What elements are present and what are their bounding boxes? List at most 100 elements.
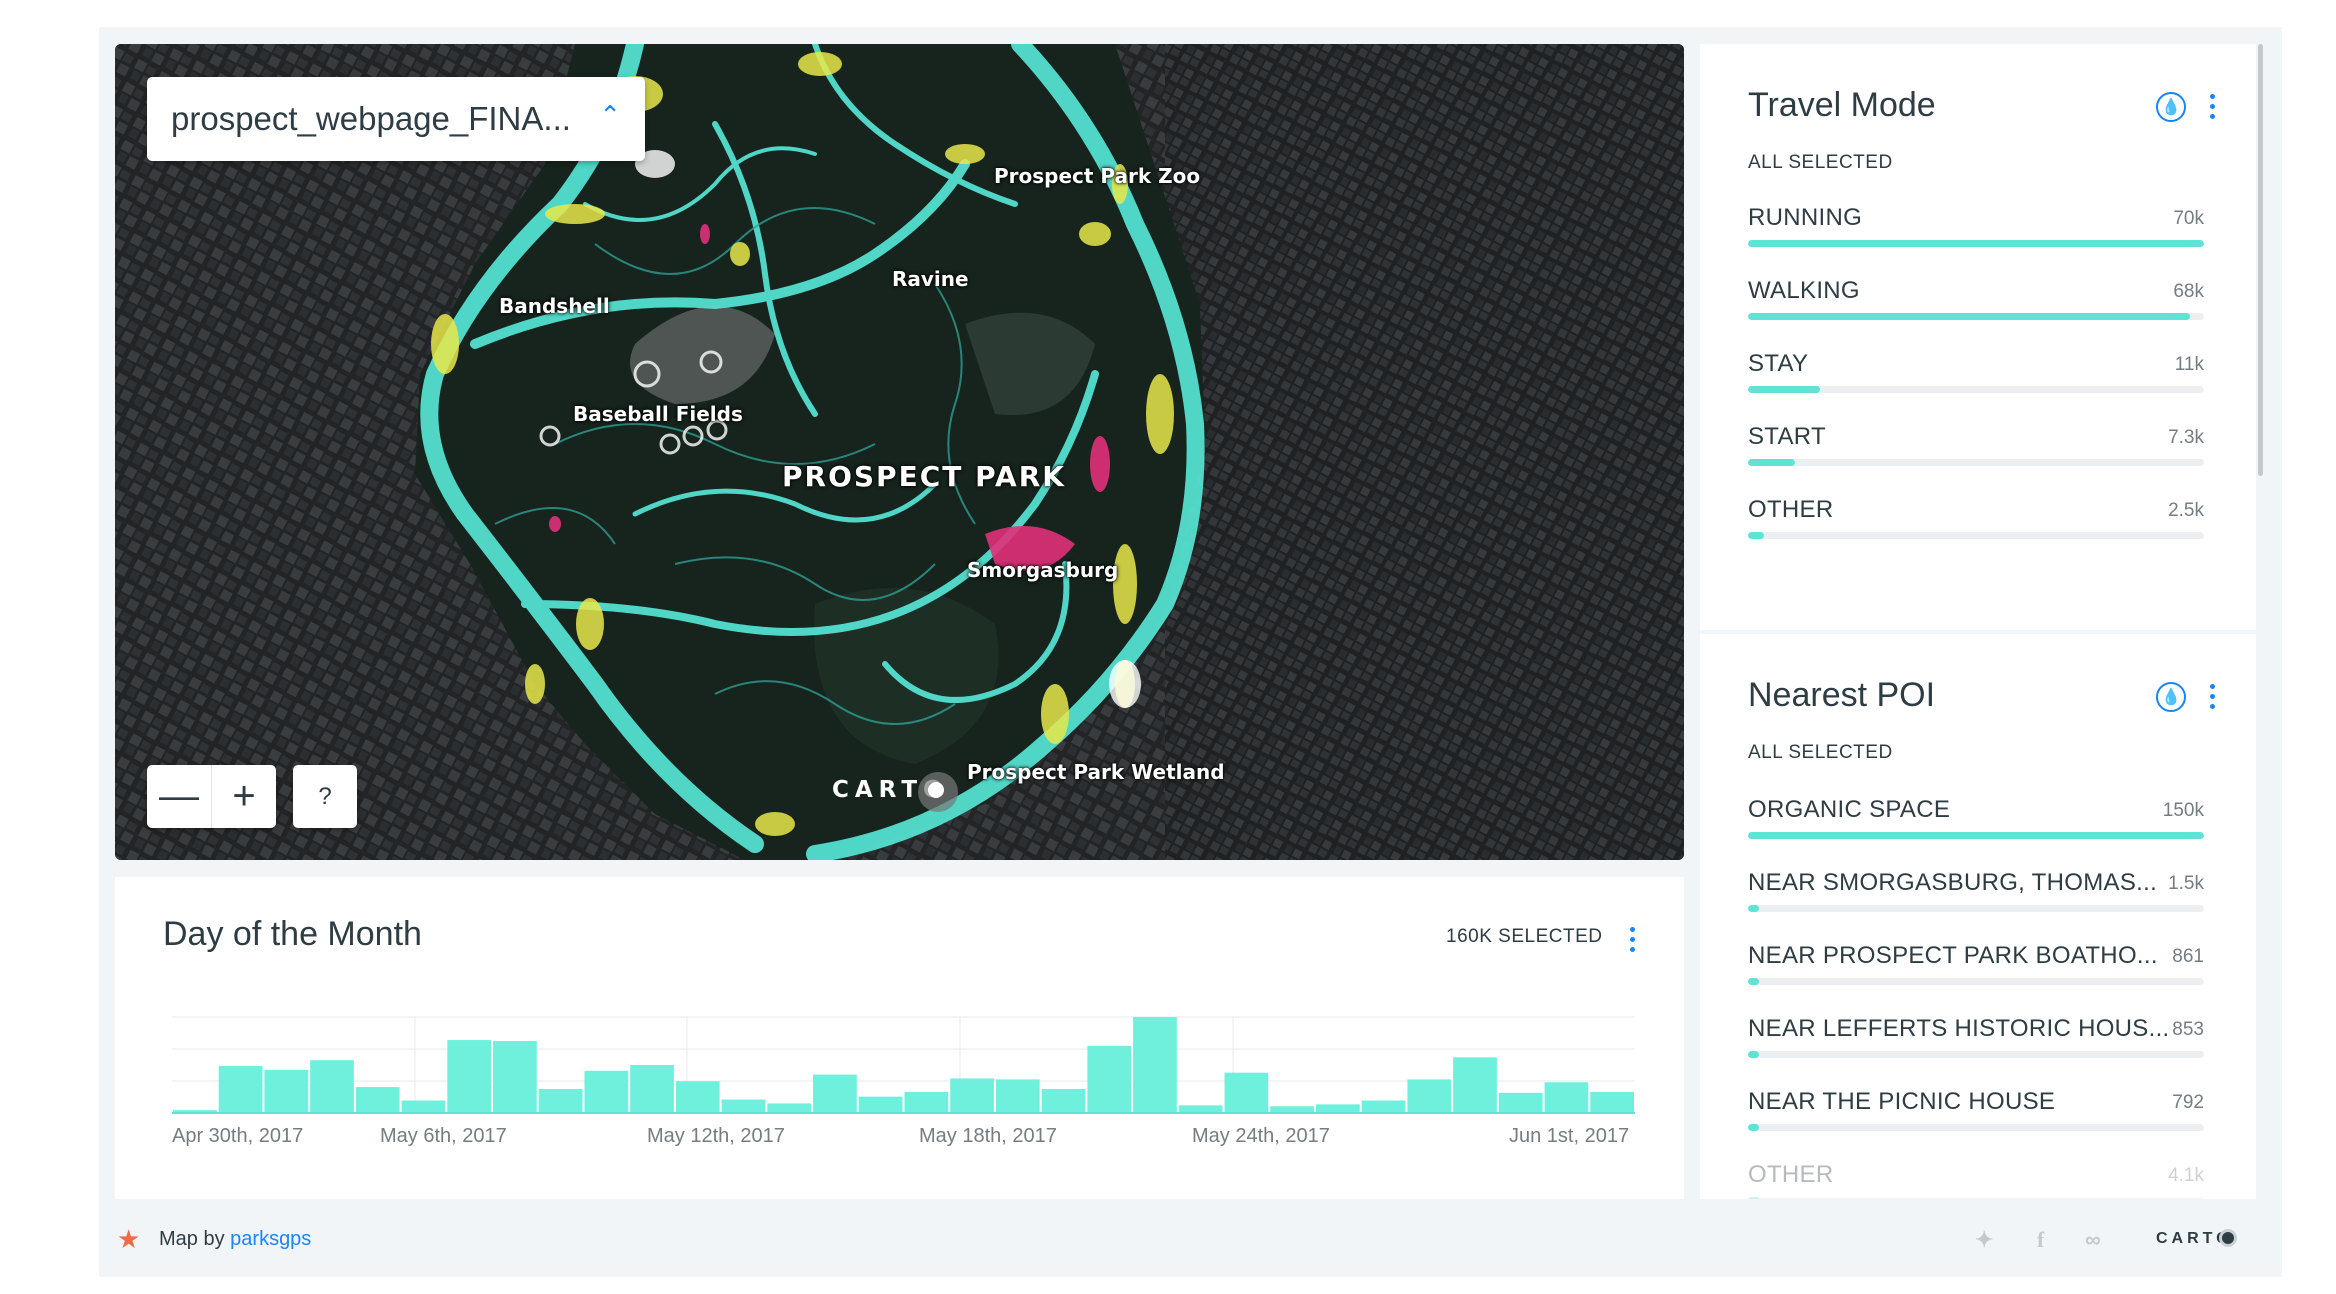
category-bar-track (1748, 386, 2204, 393)
category-item[interactable]: OTHER 2.5k (1748, 496, 2204, 556)
category-value: 1.5k (2168, 873, 2204, 894)
category-item[interactable]: WALKING 68k (1748, 277, 2204, 337)
category-value: 4.1k (2168, 1165, 2204, 1186)
histogram-bar[interactable] (1270, 1106, 1314, 1113)
category-bar-fill (1748, 1197, 1761, 1199)
histogram-bar[interactable] (1315, 1104, 1360, 1113)
map-label-baseball-fields: Baseball Fields (573, 402, 743, 426)
category-item[interactable]: ORGANIC SPACE 150k (1748, 796, 2204, 856)
map-label-smorgasburg: Smorgasburg (967, 558, 1119, 582)
histogram-bar[interactable] (950, 1078, 994, 1113)
map-view[interactable]: Prospect Park Zoo Ravine Bandshell Baseb… (115, 44, 1684, 860)
histogram-bar[interactable] (1178, 1105, 1223, 1113)
x-tick-label: May 12th, 2017 (647, 1125, 785, 1147)
category-bar-fill (1748, 978, 1760, 985)
category-item[interactable]: NEAR LEFFERTS HISTORIC HOUS... 853 (1748, 1015, 2204, 1075)
category-bar-fill (1748, 1051, 1760, 1058)
histogram-bar[interactable] (447, 1040, 492, 1113)
zoom-out-button[interactable]: — (159, 774, 199, 818)
category-value: 7.3k (2168, 427, 2204, 448)
widget-menu-icon[interactable] (2210, 94, 2216, 124)
map-label-bandshell: Bandshell (499, 294, 610, 318)
category-value: 150k (2162, 800, 2204, 821)
histogram-bar[interactable] (401, 1100, 446, 1113)
histogram-bar[interactable] (721, 1099, 766, 1113)
category-bar-track (1748, 459, 2204, 466)
category-item[interactable]: STAY 11k (1748, 350, 2204, 410)
author-link[interactable]: parksgps (230, 1228, 312, 1250)
map-label-prospect-park: PROSPECT PARK (782, 460, 1066, 493)
histogram-bar[interactable] (813, 1074, 857, 1113)
histogram-bar[interactable] (538, 1089, 583, 1113)
category-bar-fill (1748, 313, 2191, 320)
histogram-bar[interactable] (995, 1079, 1040, 1113)
histogram-bar[interactable] (1361, 1100, 1406, 1113)
link-icon[interactable]: ∞ (2085, 1227, 2101, 1252)
x-tick-label: Jun 1st, 2017 (1509, 1125, 1630, 1147)
histogram-bar[interactable] (1041, 1089, 1086, 1113)
carto-logo: CARTO (2156, 1230, 2233, 1247)
histogram-bar[interactable] (1087, 1045, 1132, 1113)
category-bar-fill (1748, 1124, 1760, 1131)
category-label: NEAR LEFFERTS HISTORIC HOUS... (1748, 1015, 2170, 1042)
facebook-icon[interactable]: f (2037, 1227, 2045, 1252)
category-label: OTHER (1748, 1161, 1834, 1188)
category-item[interactable]: OTHER 4.1k (1748, 1161, 2204, 1199)
histogram-bar[interactable] (1224, 1072, 1269, 1113)
category-item[interactable]: NEAR THE PICNIC HOUSE 792 (1748, 1088, 2204, 1148)
category-bar-track (1748, 978, 2204, 985)
zoom-control: — + (147, 765, 276, 828)
map-attribution: Map by parksgps (159, 1228, 311, 1251)
category-item[interactable]: START 7.3k (1748, 423, 2204, 483)
histogram-bar[interactable] (218, 1065, 263, 1113)
histogram-bar[interactable] (630, 1065, 674, 1113)
layer-selector[interactable]: prospect_webpage_FINA... ⌃ (147, 77, 645, 161)
star-icon: ★ (117, 1224, 141, 1254)
x-tick-label: May 18th, 2017 (919, 1125, 1057, 1147)
twitter-icon[interactable]: ✦ (1975, 1227, 1994, 1252)
carto-dot-icon (918, 772, 958, 812)
category-value: 2.5k (2168, 500, 2204, 521)
day-of-month-widget[interactable]: Day of the Month 160K SELECTED Apr 30th,… (115, 877, 1684, 1199)
histogram-bar[interactable] (1407, 1079, 1452, 1113)
histogram-bar[interactable] (904, 1091, 949, 1113)
chevron-up-icon[interactable]: ⌃ (599, 99, 621, 130)
widget-title: Nearest POI (1748, 676, 1936, 714)
category-value: 11k (2174, 354, 2204, 375)
histogram-chart[interactable] (115, 877, 1684, 1199)
category-item[interactable]: NEAR SMORGASBURG, THOMAS... 1.5k (1748, 869, 2204, 929)
histogram-bar[interactable] (1498, 1092, 1543, 1113)
category-item[interactable]: RUNNING 70k (1748, 204, 2204, 264)
histogram-bar[interactable] (584, 1070, 629, 1113)
histogram-bar[interactable] (675, 1081, 720, 1113)
histogram-bar[interactable] (767, 1103, 812, 1113)
carto-dot-icon (2219, 1229, 2237, 1247)
histogram-bar[interactable] (173, 1110, 217, 1113)
map-by-label: Map by (159, 1228, 225, 1250)
selection-count: 160K SELECTED (1446, 926, 1603, 947)
zoom-in-button[interactable]: + (211, 765, 276, 828)
colorize-drop-icon[interactable]: 💧 (2156, 682, 2186, 712)
histogram-bar[interactable] (355, 1087, 400, 1113)
colorize-drop-icon[interactable]: 💧 (2156, 92, 2186, 122)
category-bar-fill (1748, 386, 1820, 393)
histogram-bar[interactable] (1590, 1091, 1634, 1113)
histogram-bar[interactable] (493, 1041, 537, 1113)
widgets-panel[interactable]: Travel Mode 💧 ALL SELECTED RUNNING 70k WAL… (1700, 44, 2260, 1199)
widget-menu-icon[interactable] (2210, 684, 2216, 714)
help-button[interactable]: ? (293, 765, 357, 828)
histogram-bar[interactable] (310, 1060, 354, 1113)
category-bar-track (1748, 532, 2204, 539)
histogram-bar[interactable] (264, 1069, 309, 1113)
category-bar-fill (1748, 240, 2204, 247)
map-label-zoo: Prospect Park Zoo (994, 164, 1201, 188)
travel-mode-widget: Travel Mode 💧 ALL SELECTED RUNNING 70k WAL… (1700, 44, 2256, 630)
category-bar-fill (1748, 832, 2204, 839)
histogram-bar[interactable] (1453, 1057, 1497, 1113)
panel-scrollbar[interactable] (2258, 44, 2263, 476)
widget-menu-icon[interactable] (1630, 927, 1635, 957)
histogram-bar[interactable] (858, 1096, 903, 1113)
histogram-bar[interactable] (1544, 1082, 1589, 1113)
category-item[interactable]: NEAR PROSPECT PARK BOATHO... 861 (1748, 942, 2204, 1002)
histogram-bar[interactable] (1133, 1017, 1177, 1113)
